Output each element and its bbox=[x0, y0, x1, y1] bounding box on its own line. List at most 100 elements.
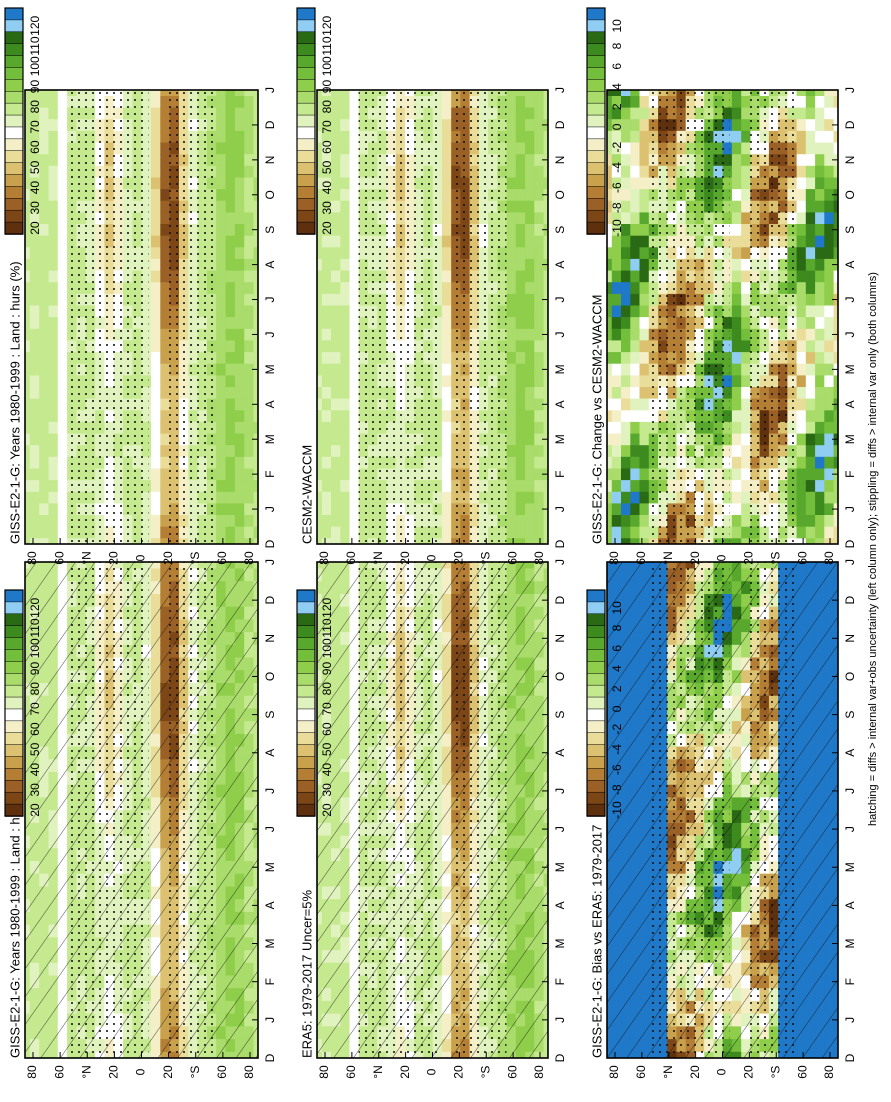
heatmap-cell bbox=[534, 212, 545, 225]
heatmap-cell bbox=[216, 480, 227, 493]
heatmap-cell bbox=[253, 212, 258, 225]
heatmap-cell bbox=[543, 515, 548, 528]
heatmap-cell bbox=[234, 305, 245, 318]
heatmap-cell bbox=[534, 119, 545, 132]
heatmap-cell bbox=[57, 387, 68, 400]
heatmap-cell bbox=[506, 375, 517, 388]
heatmap-cell bbox=[253, 154, 258, 167]
heatmap-cell bbox=[340, 119, 351, 132]
x-tick-label: J bbox=[263, 331, 277, 337]
heatmap-cell bbox=[225, 387, 236, 400]
x-tick-label: A bbox=[553, 749, 567, 757]
x-tick-label: J bbox=[553, 1017, 567, 1023]
heatmap-cell bbox=[29, 224, 40, 237]
heatmap-cell bbox=[321, 270, 332, 283]
heatmap-cell bbox=[48, 328, 59, 342]
heatmap-cell bbox=[506, 410, 517, 423]
heatmap-cell bbox=[317, 90, 323, 97]
heatmap-cell bbox=[57, 96, 68, 109]
heatmap-cell bbox=[349, 107, 360, 120]
x-tick-label: A bbox=[263, 749, 277, 757]
x-tick-label: D bbox=[263, 539, 277, 548]
heatmap-cell bbox=[216, 468, 227, 481]
heatmap-cell bbox=[441, 456, 452, 470]
heatmap-cell bbox=[57, 270, 68, 283]
heatmap-cell bbox=[216, 352, 227, 365]
heatmap-cell bbox=[543, 90, 548, 97]
x-tick-label: D bbox=[263, 120, 277, 129]
heatmap-cell bbox=[317, 235, 323, 248]
heatmap-cell bbox=[244, 282, 255, 295]
heatmap-field bbox=[607, 562, 838, 1058]
y-tick-label: 80 bbox=[25, 551, 39, 565]
x-tick-label: M bbox=[553, 862, 567, 872]
x-tick-label: J bbox=[553, 87, 567, 93]
heatmap-cell bbox=[534, 503, 545, 516]
heatmap-cell bbox=[349, 224, 360, 237]
heatmap-cell bbox=[321, 456, 332, 470]
heatmap-cell bbox=[441, 387, 452, 400]
heatmap-cell bbox=[340, 258, 351, 272]
heatmap-cell bbox=[349, 189, 360, 202]
heatmap-cell bbox=[534, 189, 545, 202]
heatmap-cell bbox=[151, 189, 161, 202]
heatmap-cell bbox=[216, 363, 227, 376]
heatmap-cell bbox=[151, 410, 161, 423]
heatmap-cell bbox=[216, 410, 227, 423]
heatmap-cell bbox=[340, 142, 351, 155]
heatmap-cell bbox=[216, 142, 227, 155]
heatmap-cell bbox=[525, 387, 535, 400]
heatmap-cell bbox=[515, 387, 526, 400]
heatmap-cell bbox=[525, 130, 535, 144]
heatmap-cell bbox=[525, 317, 535, 330]
heatmap-cell bbox=[441, 282, 452, 295]
heatmap-cell bbox=[349, 328, 360, 342]
heatmap-cell bbox=[317, 491, 323, 505]
heatmap-cell bbox=[331, 142, 341, 155]
heatmap-cell bbox=[151, 293, 161, 307]
heatmap-field bbox=[25, 90, 258, 544]
x-tick-label: J bbox=[263, 788, 277, 794]
y-tick-label: 20 bbox=[452, 1065, 466, 1079]
heatmap-cell bbox=[506, 352, 517, 365]
heatmap-cell bbox=[25, 456, 31, 470]
heatmap-cell bbox=[253, 142, 258, 155]
heatmap-cell bbox=[48, 480, 59, 493]
stippling-overlay bbox=[358, 562, 440, 1058]
heatmap-field bbox=[317, 562, 548, 1058]
heatmap-cell bbox=[216, 293, 227, 307]
x-tick-label: N bbox=[263, 634, 277, 643]
heatmap-cell bbox=[543, 130, 548, 144]
heatmap-cell bbox=[39, 165, 50, 179]
heatmap-cell bbox=[39, 480, 50, 493]
heatmap-cell bbox=[331, 410, 341, 423]
heatmap-cell bbox=[244, 515, 255, 528]
heatmap-cell bbox=[543, 491, 548, 505]
y-tick-label: 20 bbox=[398, 1065, 412, 1079]
heatmap-cell bbox=[234, 503, 245, 516]
heatmap-cell bbox=[244, 189, 255, 202]
heatmap-cell bbox=[253, 526, 258, 539]
heatmap-cell bbox=[48, 515, 59, 528]
heatmap-cell bbox=[48, 387, 59, 400]
heatmap-cell bbox=[506, 142, 517, 155]
heatmap-cell bbox=[29, 200, 40, 213]
heatmap-cell bbox=[57, 130, 68, 144]
heatmap-cell bbox=[234, 224, 245, 237]
heatmap-cell bbox=[216, 282, 227, 295]
heatmap-cell bbox=[234, 375, 245, 388]
heatmap-cell bbox=[441, 515, 452, 528]
heatmap-cell bbox=[441, 258, 452, 272]
heatmap-cell bbox=[253, 305, 258, 318]
heatmap-cell bbox=[39, 363, 50, 376]
heatmap-cell bbox=[57, 107, 68, 120]
heatmap-cell bbox=[57, 293, 68, 307]
y-tick-label: 60 bbox=[505, 551, 519, 565]
heatmap-cell bbox=[234, 189, 245, 202]
heatmap-cell bbox=[39, 317, 50, 330]
y-tick-label: 0 bbox=[134, 1068, 148, 1075]
heatmap-cell bbox=[349, 293, 360, 307]
heatmap-cell bbox=[151, 328, 161, 342]
heatmap-cell bbox=[57, 480, 68, 493]
heatmap-cell bbox=[234, 387, 245, 400]
